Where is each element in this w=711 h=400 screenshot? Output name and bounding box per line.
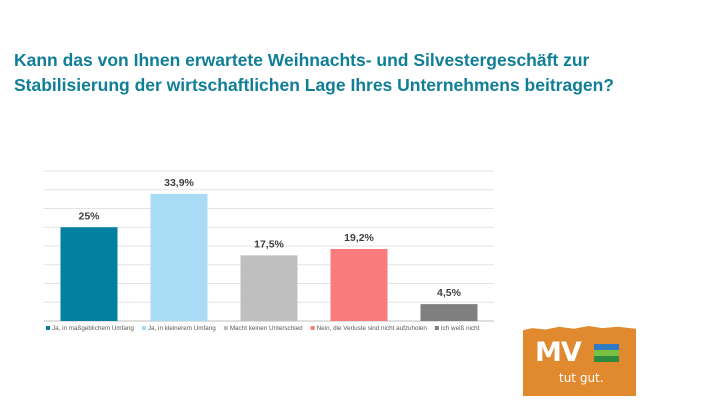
legend-label-1: Ja, in maßgeblichem Umfang [52,325,134,332]
legend-item-5: Ich weiß nicht [434,325,480,332]
bar-3 [240,255,298,321]
legend-label-4: Nein, die Verluste sind nicht aufzuholen [317,325,428,332]
bar-5 [420,304,478,321]
legend-label-3: Macht keinen Unterschied [230,325,303,332]
slide-title: Kann das von Ihnen erwartete Weihnachts-… [14,50,614,95]
chart-data-labels: 25% 33,9% 17,5% 19,2% 4,5% [78,177,461,299]
data-label-3: 17,5% [254,238,284,250]
legend-item-2: Ja, in kleinerem Umfang [141,325,216,332]
bar-2 [150,193,208,321]
mv-tut-gut-logo: MV tut gut. [523,326,636,396]
legend-item-4: Nein, die Verluste sind nicht aufzuholen [310,325,428,332]
legend-item-3: Macht keinen Unterschied [223,325,303,332]
data-label-5: 4,5% [437,287,462,299]
chart-bars [60,193,478,321]
legend-swatch-4 [310,326,315,330]
legend-swatch-5 [434,326,439,330]
logo-main-text: MV [535,337,582,368]
data-label-1: 25% [78,210,100,222]
logo-tagline: tut gut. [559,371,604,385]
bar-4 [330,249,388,321]
chart-legend: Ja, in maßgeblichem Umfang Ja, in kleiner… [46,325,480,332]
legend-swatch-2 [141,326,146,330]
legend-swatch-1 [46,326,50,330]
data-label-2: 33,9% [164,177,194,189]
legend-label-5: Ich weiß nicht [441,325,480,332]
flag-stripe-field [594,350,619,356]
bar-1 [60,227,118,321]
chart-gridlines [44,170,494,322]
legend-swatch-3 [223,326,228,330]
flag-stripe-forest [594,356,619,362]
landscape-flag-icon [594,344,619,362]
legend-label-2: Ja, in kleinerem Umfang [148,325,216,332]
legend-item-1: Ja, in maßgeblichem Umfang [46,325,134,332]
data-label-4: 19,2% [344,232,374,244]
flag-stripe-sky [594,344,619,350]
